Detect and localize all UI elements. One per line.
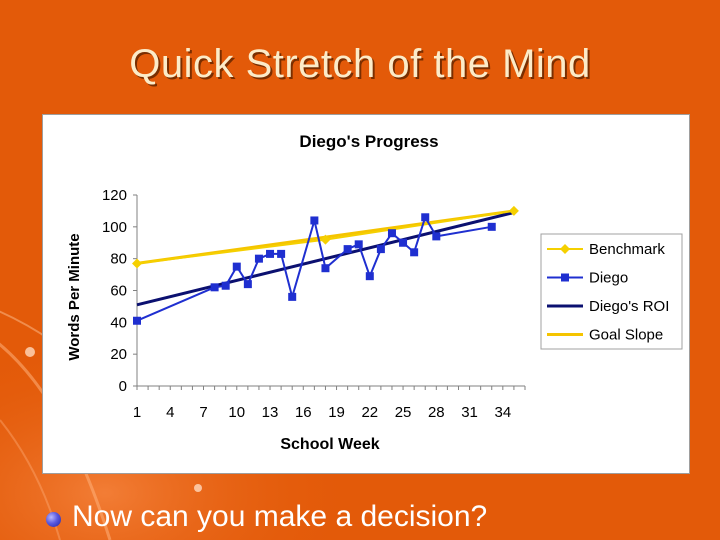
diego-point xyxy=(432,232,441,241)
legend-label-diego: Diego xyxy=(589,270,628,287)
diego-point xyxy=(487,222,496,231)
y-tick-label: 100 xyxy=(102,219,127,236)
diego-point xyxy=(266,249,275,258)
diego-point xyxy=(221,281,230,290)
diego-point xyxy=(387,229,396,238)
benchmark-point xyxy=(132,258,142,269)
diego-point xyxy=(410,248,419,257)
x-tick-label: 4 xyxy=(166,404,174,421)
legend-marker-diego xyxy=(561,273,569,282)
x-tick-label: 34 xyxy=(494,404,511,421)
legend-label-goal-slope: Goal Slope xyxy=(589,327,663,344)
bullet-icon xyxy=(46,512,61,527)
y-tick-label: 40 xyxy=(110,314,127,331)
legend-label-benchmark: Benchmark xyxy=(589,241,665,258)
x-tick-label: 25 xyxy=(395,404,412,421)
x-tick-label: 31 xyxy=(461,404,478,421)
diego-point xyxy=(232,262,241,271)
x-tick-label: 16 xyxy=(295,404,312,421)
chart-legend: Benchmark Diego Diego's ROI Goal Slope xyxy=(540,233,683,350)
chart-axes: 0 20 40 60 80 100 120 1 4 7 10 13 16 19 22 25 28 31 34 xyxy=(102,187,526,421)
diego-point xyxy=(277,249,286,258)
diego-point xyxy=(310,216,319,225)
benchmark-point xyxy=(320,234,331,245)
diego-point xyxy=(243,280,252,289)
diego-point xyxy=(321,264,330,273)
legend-label-diego-s-roi: Diego's ROI xyxy=(589,298,669,315)
diego-point xyxy=(133,316,141,325)
x-tick-label: 13 xyxy=(262,404,279,421)
slide-title: Quick Stretch of the Mind xyxy=(129,42,591,86)
x-tick-label: 28 xyxy=(428,404,445,421)
diego-point xyxy=(288,292,297,301)
x-tick-label: 1 xyxy=(133,404,141,421)
diego-point xyxy=(254,254,263,263)
chart-panel: Diego's Progress School Week Words Per M… xyxy=(42,114,690,474)
diego-point xyxy=(376,245,385,254)
x-tick-label: 10 xyxy=(228,404,245,421)
x-axis-label: School Week xyxy=(280,436,379,453)
diego-point xyxy=(354,240,363,249)
chart-title: Diego's Progress xyxy=(299,132,438,151)
diego-point xyxy=(210,283,219,292)
bullet-text: Now can you make a decision? xyxy=(72,500,488,533)
y-axis-label: Words Per Minute xyxy=(66,233,83,360)
diego-point xyxy=(343,245,352,254)
y-tick-label: 120 xyxy=(102,187,127,204)
y-tick-label: 60 xyxy=(110,283,127,300)
diego-s-roi-line xyxy=(136,211,515,307)
legend-marker-benchmark xyxy=(560,244,570,254)
y-tick-label: 0 xyxy=(119,378,127,395)
y-tick-label: 20 xyxy=(110,346,127,363)
x-tick-label: 22 xyxy=(361,404,378,421)
diego-point xyxy=(421,213,430,222)
x-tick-label: 7 xyxy=(199,404,207,421)
chart-plot-area xyxy=(132,205,519,325)
diego-point xyxy=(399,238,408,247)
benchmark-point xyxy=(508,205,519,216)
chart-svg: Diego's Progress School Week Words Per M… xyxy=(66,132,683,453)
diego-point xyxy=(365,272,374,281)
x-tick-label: 19 xyxy=(328,404,345,421)
y-tick-label: 80 xyxy=(110,251,127,268)
